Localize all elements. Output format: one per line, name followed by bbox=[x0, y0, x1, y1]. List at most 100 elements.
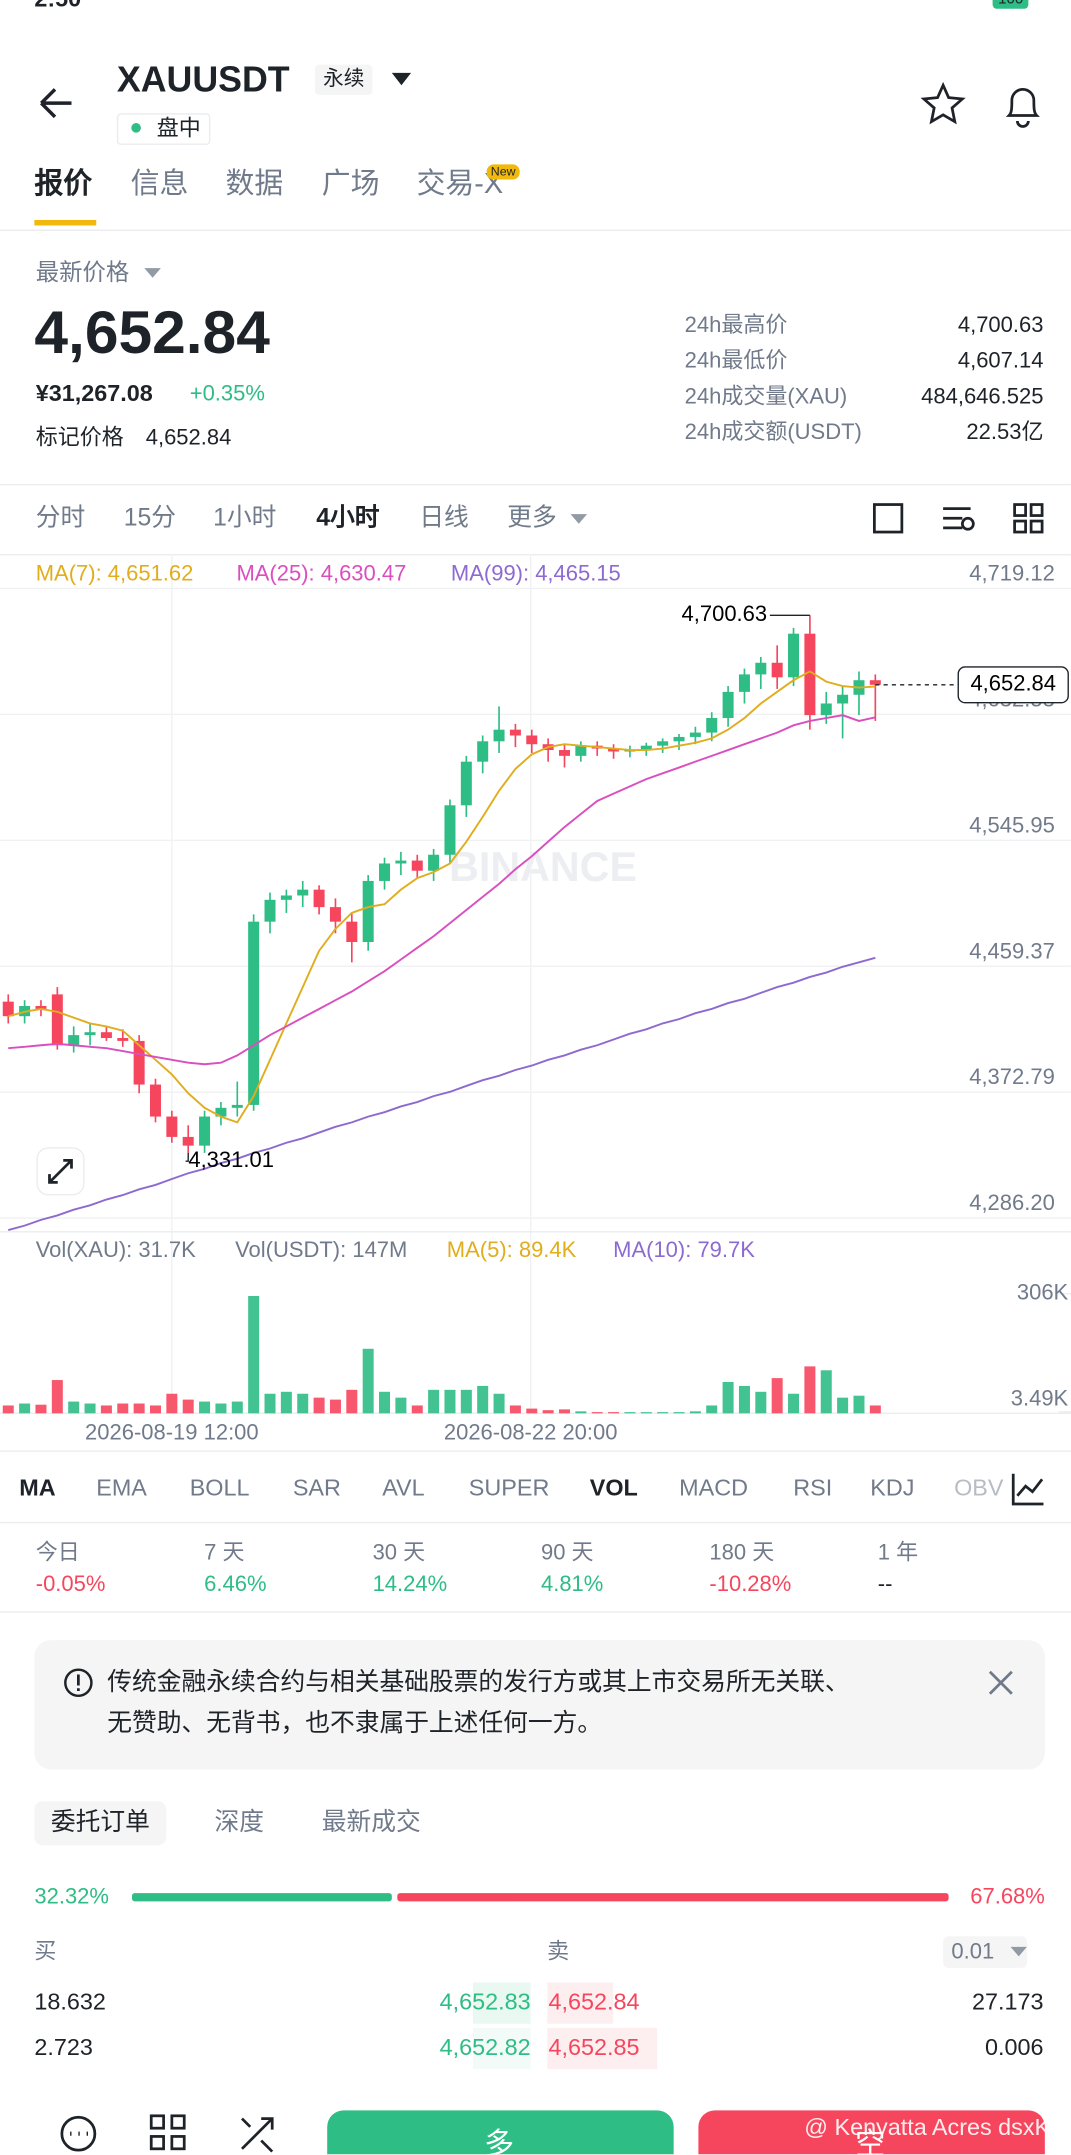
candle-body bbox=[166, 1116, 178, 1137]
tab[interactable]: 广场 bbox=[321, 168, 380, 200]
ma-line bbox=[7, 956, 876, 1231]
close-icon[interactable] bbox=[987, 1669, 1014, 1696]
short-label[interactable]: 空 bbox=[855, 2126, 886, 2155]
info-icon bbox=[64, 1668, 93, 1698]
volume-bar bbox=[149, 1405, 161, 1414]
indicator-settings[interactable] bbox=[1010, 1471, 1046, 1507]
volume-bar bbox=[608, 1412, 620, 1414]
candle-body bbox=[444, 805, 456, 855]
divider bbox=[0, 554, 1071, 556]
candle-body bbox=[68, 1035, 80, 1046]
indicator-tab[interactable]: EMA bbox=[96, 1474, 147, 1502]
indicator-tab[interactable]: BOLL bbox=[189, 1474, 250, 1502]
tool-icon[interactable] bbox=[872, 503, 904, 534]
candle-body bbox=[379, 863, 391, 881]
volume-bar bbox=[575, 1411, 587, 1414]
volume-bar bbox=[689, 1411, 701, 1414]
more-icon[interactable] bbox=[60, 2115, 97, 2152]
book-tab[interactable]: 委托订单 bbox=[34, 1801, 167, 1845]
candle-body bbox=[117, 1038, 129, 1041]
book-tab[interactable]: 深度 bbox=[214, 1808, 264, 1836]
candle-body bbox=[673, 736, 685, 742]
candle-body bbox=[820, 703, 832, 716]
volume-label: MA(5): 89.4K bbox=[447, 1237, 577, 1262]
ask-qty: 0.006 bbox=[984, 2034, 1044, 2061]
ma-label: MA(25): 4,630.47 bbox=[236, 560, 406, 585]
settings-icon[interactable] bbox=[943, 507, 971, 530]
high-label: 4,700.63 bbox=[682, 601, 768, 626]
volume-bar bbox=[411, 1405, 423, 1414]
volume-bar bbox=[640, 1412, 652, 1414]
star-icon[interactable] bbox=[920, 81, 966, 125]
volume-bar bbox=[379, 1391, 391, 1414]
volume-bar bbox=[68, 1401, 80, 1414]
back-icon[interactable] bbox=[40, 88, 72, 119]
low-label: 4,331.01 bbox=[188, 1147, 274, 1172]
candle-body bbox=[264, 899, 276, 922]
indicator-tab[interactable]: SAR bbox=[292, 1474, 341, 1502]
indicator-tab[interactable]: SUPER bbox=[468, 1474, 550, 1502]
trade-icon[interactable] bbox=[240, 2117, 274, 2153]
dropdown-icon[interactable] bbox=[391, 72, 412, 86]
interval[interactable]: 更多 bbox=[507, 503, 557, 531]
long-button[interactable] bbox=[327, 2110, 674, 2155]
price-box bbox=[957, 666, 1069, 704]
price-label[interactable]: 最新价格 bbox=[35, 259, 130, 286]
perf-label: 180 天 bbox=[709, 1541, 775, 1566]
perf-value: -- bbox=[877, 1573, 893, 1597]
stat-value: 4,700.63 bbox=[957, 314, 1044, 338]
volume-bar bbox=[853, 1395, 865, 1414]
grid-icon[interactable] bbox=[149, 2114, 186, 2151]
perf-value: -0.05% bbox=[35, 1573, 106, 1597]
candle-body bbox=[738, 674, 750, 692]
interval[interactable]: 1小时 bbox=[213, 503, 277, 531]
status-dot bbox=[131, 123, 141, 133]
tab[interactable]: 报价 bbox=[34, 168, 93, 200]
volume-bar bbox=[706, 1405, 718, 1414]
layout-icon[interactable] bbox=[1013, 503, 1044, 534]
volume-bar bbox=[673, 1412, 685, 1414]
interval[interactable]: 15分 bbox=[123, 503, 177, 531]
divider bbox=[0, 483, 1071, 486]
ma-label: MA(7): 4,651.62 bbox=[36, 560, 194, 585]
bottom-icons bbox=[60, 2110, 1045, 2155]
buy-ratio: 32.32% bbox=[34, 1885, 109, 1909]
indicator-tab[interactable]: MA bbox=[19, 1474, 56, 1502]
volume-bar bbox=[2, 1405, 14, 1414]
indicator-tab[interactable]: OBV bbox=[954, 1474, 1004, 1502]
volume-bar bbox=[788, 1393, 800, 1414]
indicator-tab[interactable]: KDJ bbox=[870, 1474, 915, 1502]
bid-price: 4,652.82 bbox=[439, 2034, 531, 2061]
precision[interactable]: 0.01 bbox=[943, 1936, 1028, 1969]
volume-bar bbox=[117, 1403, 129, 1414]
interval[interactable]: 4小时 bbox=[316, 503, 380, 531]
bell-icon[interactable] bbox=[1005, 88, 1040, 128]
volume-bar bbox=[100, 1405, 112, 1414]
candle-body bbox=[362, 880, 374, 943]
indicator-tab[interactable]: RSI bbox=[793, 1474, 833, 1502]
indicator-tab[interactable]: VOL bbox=[589, 1474, 638, 1502]
notice-box bbox=[34, 1640, 1045, 1770]
tab-underline bbox=[34, 219, 97, 226]
interval[interactable]: 分时 bbox=[35, 503, 86, 531]
sell-bar bbox=[397, 1893, 949, 1902]
tab[interactable]: 信息 bbox=[130, 168, 189, 200]
candle-body bbox=[837, 694, 849, 704]
tab[interactable]: 数据 bbox=[225, 168, 284, 200]
candle-body bbox=[493, 729, 505, 742]
toolbar-icons bbox=[570, 503, 1044, 534]
long-label[interactable]: 多 bbox=[483, 2126, 515, 2155]
indicator-tab[interactable]: AVL bbox=[382, 1474, 425, 1502]
symbol: XAUUSDT bbox=[116, 58, 290, 100]
notice-text: 无赞助、无背书，也不隶属于上述任何一方。 bbox=[107, 1709, 603, 1737]
perf-label: 7 天 bbox=[204, 1541, 245, 1566]
book-tab[interactable]: 最新成交 bbox=[321, 1808, 421, 1836]
bid-price: 4,652.83 bbox=[439, 1989, 531, 2016]
indicator-tab[interactable]: MACD bbox=[679, 1474, 748, 1502]
short-button[interactable] bbox=[698, 2110, 1045, 2155]
contract-tag: 永续 bbox=[314, 64, 373, 95]
candle-body bbox=[509, 729, 521, 736]
volume-bar bbox=[199, 1401, 211, 1414]
interval[interactable]: 日线 bbox=[419, 503, 469, 531]
volume-bar bbox=[558, 1409, 570, 1414]
